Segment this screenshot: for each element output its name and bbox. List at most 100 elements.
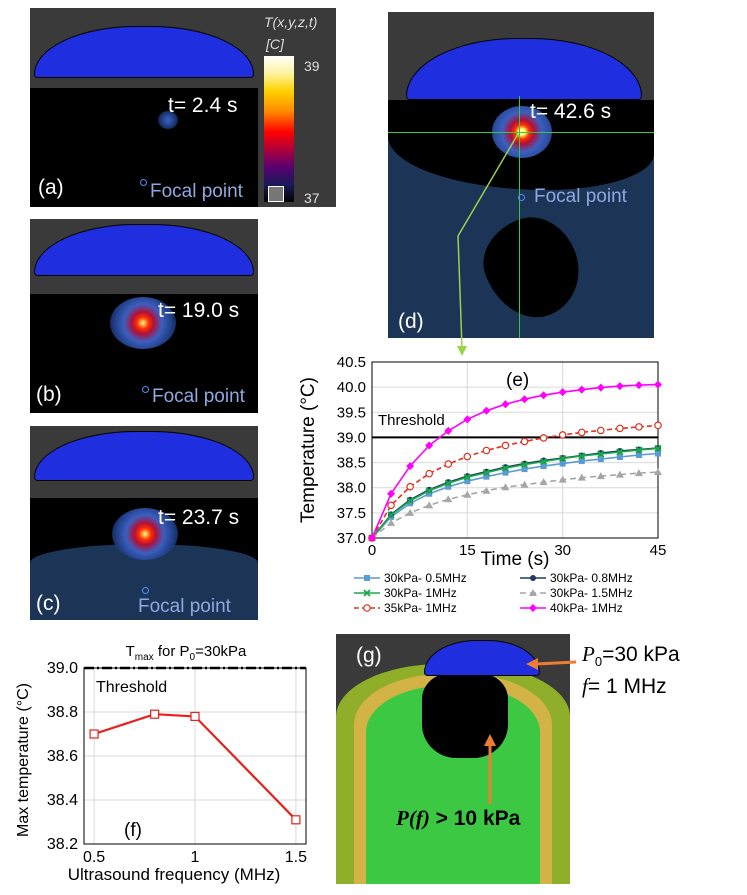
- y-tick-label: 39.0: [337, 429, 366, 446]
- data-point: [520, 437, 529, 446]
- heat-spot: [110, 297, 176, 349]
- data-point: [444, 460, 453, 468]
- data-point: [577, 385, 586, 394]
- x-tick-label: 0: [368, 542, 376, 559]
- heat-spot: [158, 111, 178, 129]
- colorbar-title: T(x,y,z,t): [264, 14, 318, 30]
- panel-b-simulation: t= 19.0 s (b) Focal point: [30, 219, 258, 413]
- x-axis-label: Ultrasound frequency (MHz): [68, 865, 281, 884]
- series-path: [93, 713, 297, 821]
- data-point: [540, 463, 547, 470]
- data-point: [539, 457, 548, 466]
- panel-g-simulation: (g) P(f) > 10 kPa: [336, 634, 570, 884]
- x-tick-label: 1: [191, 849, 200, 866]
- data-point: [501, 464, 510, 472]
- pressure-symbol: P(f): [396, 806, 430, 830]
- f-symbol: f: [582, 674, 588, 698]
- data-point: [539, 478, 548, 486]
- data-point: [387, 518, 396, 526]
- y-tick-labels: 37.0 37.5 38.0 38.5 39.0 39.5 40.0 40.5: [337, 354, 366, 547]
- data-point: [635, 423, 643, 431]
- data-point: [444, 426, 453, 435]
- colorbar: T(x,y,z,t) [C] 39 37: [258, 8, 336, 207]
- colorbar-max-label: 39: [304, 58, 320, 74]
- data-point: [501, 400, 510, 409]
- x-tick-label: 30: [554, 542, 571, 559]
- crosshair-horizontal: [388, 132, 654, 133]
- series-path: [371, 424, 659, 539]
- data-point: [558, 431, 567, 439]
- series-path: [371, 447, 659, 539]
- focal-point-label: Focal point: [150, 181, 243, 202]
- time-label: t= 2.4 s: [168, 94, 238, 117]
- y-tick-label: 38.8: [47, 704, 78, 721]
- data-point: [616, 448, 624, 456]
- y-tick-label: 40.5: [337, 354, 366, 371]
- data-point: [559, 454, 567, 463]
- data-point: [482, 486, 491, 494]
- p0-symbol: P: [582, 642, 595, 666]
- time-label: t= 19.0 s: [158, 299, 240, 322]
- legend-label: 40kPa- 1MHz: [550, 601, 623, 615]
- legend-marker: [363, 604, 371, 612]
- series-line: [89, 709, 301, 825]
- y-tick-label: 38.2: [47, 836, 78, 853]
- data-point: [501, 441, 510, 450]
- data-point: [578, 458, 585, 465]
- chart-f: Tmax for P0=30kPa 38.2 38.4 38.6 38.8 39.0 0…: [15, 643, 307, 884]
- data-point: [406, 497, 414, 505]
- series-group: [368, 380, 662, 542]
- data-point: [654, 468, 662, 476]
- pressure-annotation: P0=30 kPa: [582, 642, 680, 669]
- data-point: [190, 711, 200, 722]
- data-point: [463, 490, 472, 498]
- data-point: [596, 472, 605, 480]
- colorbar-unit: [C]: [266, 36, 284, 52]
- data-point: [482, 406, 491, 415]
- data-point: [425, 441, 434, 450]
- legend-label: 35kPa- 1MHz: [384, 601, 457, 615]
- transducer-arrow: [526, 658, 577, 670]
- data-point: [387, 501, 395, 510]
- data-point: [406, 482, 414, 491]
- data-point: [425, 487, 433, 495]
- x-tick-label: 15: [459, 542, 476, 559]
- time-label: t= 23.7 s: [158, 506, 240, 529]
- legend-label: 30kPa- 0.8MHz: [550, 571, 633, 585]
- y-tick-label: 38.0: [337, 480, 366, 497]
- data-point: [387, 489, 396, 498]
- data-point: [501, 483, 510, 491]
- data-point: [615, 382, 624, 391]
- legend-marker: [529, 589, 537, 596]
- data-point: [463, 473, 471, 481]
- data-point: [577, 428, 586, 437]
- pressure-value: > 10 kPa: [429, 807, 521, 830]
- y-tick-label: 39.0: [47, 660, 78, 677]
- series-line: [368, 444, 662, 542]
- data-point: [368, 534, 376, 542]
- y-tick-labels: 38.2 38.4 38.6 38.8 39.0: [47, 660, 78, 853]
- data-point: [539, 434, 548, 442]
- focal-point-marker: [142, 587, 149, 594]
- p0-value: =30 kPa: [602, 643, 680, 666]
- legend-label: 30kPa- 1MHz: [384, 586, 457, 600]
- panel-d-simulation: t= 42.6 s (d) Focal point: [388, 12, 654, 338]
- data-point: [558, 388, 567, 397]
- data-point: [89, 729, 99, 739]
- data-point: [654, 380, 662, 389]
- y-tick-label: 37.0: [337, 530, 366, 547]
- legend-label: 30kPa- 0.5MHz: [384, 571, 467, 585]
- data-point: [558, 475, 567, 483]
- colorbar-edit-icon[interactable]: [268, 186, 284, 202]
- panel-c-simulation: t= 23.7 s (c) Focal point: [30, 426, 258, 620]
- data-point: [559, 460, 566, 467]
- data-point: [578, 452, 586, 460]
- crosshair-vertical: [519, 96, 520, 338]
- data-point: [616, 424, 624, 433]
- series-line: [368, 468, 662, 541]
- threshold-label: Threshold: [96, 679, 167, 696]
- data-point: [597, 456, 604, 463]
- panel-label: (b): [36, 383, 62, 406]
- data-point: [407, 500, 414, 507]
